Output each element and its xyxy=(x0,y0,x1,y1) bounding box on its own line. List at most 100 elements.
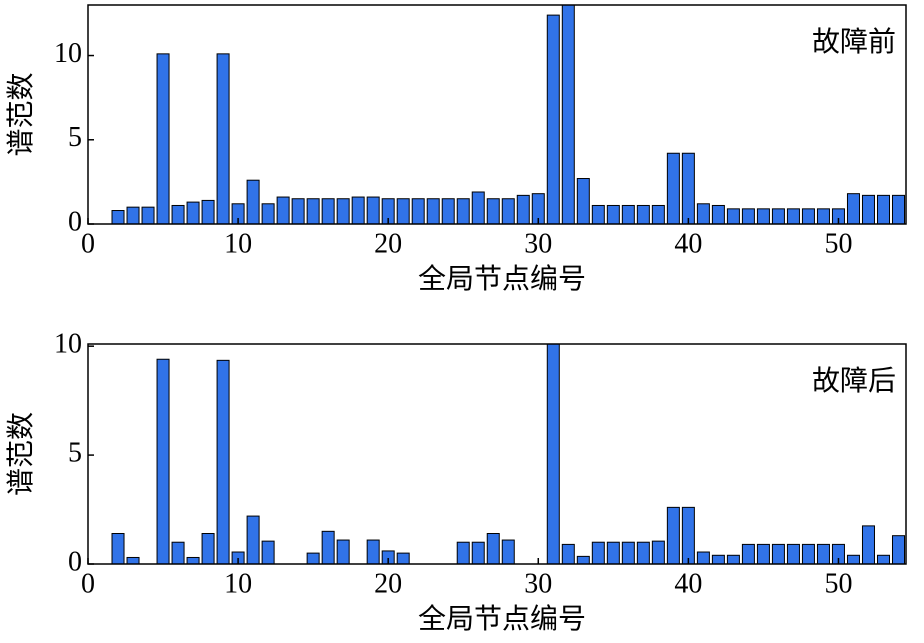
y-axis-label: 谱范数 xyxy=(4,412,37,496)
x-tick-label: 10 xyxy=(224,228,252,259)
bar xyxy=(771,543,785,564)
x-tick-label: 10 xyxy=(224,568,252,599)
bar xyxy=(846,554,860,564)
bar xyxy=(561,5,575,224)
x-tick-label: 40 xyxy=(674,228,702,259)
bar xyxy=(171,541,185,564)
bar xyxy=(126,556,140,564)
bar xyxy=(396,552,410,564)
bar xyxy=(606,541,620,564)
bar xyxy=(531,193,545,224)
bar xyxy=(666,506,680,564)
bar xyxy=(786,208,800,224)
bar xyxy=(201,199,215,224)
bar xyxy=(831,543,845,564)
bar xyxy=(501,539,515,564)
bar xyxy=(711,554,725,564)
bar xyxy=(621,541,635,564)
bar xyxy=(366,196,380,224)
plot-frame xyxy=(87,343,907,565)
bar xyxy=(696,551,710,564)
bar xyxy=(366,539,380,564)
annotation: 故障前 xyxy=(812,25,896,58)
bar xyxy=(456,198,470,224)
y-tick-label: 10 xyxy=(54,38,82,69)
x-tick-label: 20 xyxy=(374,228,402,259)
bar xyxy=(606,204,620,224)
bar xyxy=(381,198,395,224)
x-tick-label: 40 xyxy=(674,568,702,599)
bar xyxy=(291,198,305,224)
bar xyxy=(441,198,455,224)
bar xyxy=(696,203,710,224)
bar xyxy=(246,179,260,224)
x-axis-label: 全局节点编号 xyxy=(418,602,586,635)
x-tick-label: 50 xyxy=(824,568,852,599)
bar xyxy=(786,543,800,564)
bar xyxy=(396,198,410,224)
bar xyxy=(756,543,770,564)
bar xyxy=(546,14,560,224)
y-tick-label: 0 xyxy=(68,206,82,237)
bar xyxy=(681,152,695,224)
x-tick-label: 30 xyxy=(524,228,552,259)
x-axis-label: 全局节点编号 xyxy=(418,262,586,295)
bar xyxy=(351,196,365,224)
bar xyxy=(321,530,335,564)
y-tick-label: 0 xyxy=(68,546,82,577)
bar xyxy=(876,554,890,564)
bar xyxy=(756,208,770,224)
bar xyxy=(486,198,500,224)
bar xyxy=(621,204,635,224)
bar xyxy=(561,543,575,564)
bar xyxy=(861,194,875,224)
plot-bars xyxy=(111,344,905,564)
x-tick-label: 20 xyxy=(374,568,402,599)
bar xyxy=(651,204,665,224)
bar xyxy=(591,541,605,564)
bar xyxy=(456,541,470,564)
bar xyxy=(336,539,350,564)
bar xyxy=(201,533,215,564)
bar xyxy=(426,198,440,224)
bar xyxy=(711,204,725,224)
bar xyxy=(486,533,500,564)
bar xyxy=(801,208,815,224)
x-tick-label: 0 xyxy=(81,228,95,259)
bar xyxy=(111,533,125,564)
bar xyxy=(336,198,350,224)
bar xyxy=(861,525,875,564)
bar xyxy=(816,543,830,564)
bar xyxy=(156,358,170,564)
x-tick-label: 50 xyxy=(824,228,852,259)
plot-bars xyxy=(111,5,905,224)
bar xyxy=(636,541,650,564)
bar xyxy=(321,198,335,224)
bar xyxy=(261,540,275,564)
bar xyxy=(411,198,425,224)
bar xyxy=(216,359,230,564)
bar xyxy=(501,198,515,224)
x-tick-label: 0 xyxy=(81,568,95,599)
bar xyxy=(186,556,200,564)
bar xyxy=(726,208,740,224)
y-tick-label: 5 xyxy=(68,438,82,469)
bar xyxy=(651,540,665,564)
y-axis-label: 谱范数 xyxy=(4,72,37,156)
bar xyxy=(576,555,590,564)
bar xyxy=(741,208,755,224)
bar xyxy=(471,191,485,224)
bar xyxy=(591,204,605,224)
bar xyxy=(636,204,650,224)
bar xyxy=(156,53,170,224)
bar xyxy=(141,206,155,224)
bar xyxy=(891,194,905,224)
x-tick-label: 30 xyxy=(524,568,552,599)
bar xyxy=(171,204,185,224)
bar xyxy=(741,543,755,564)
bar xyxy=(261,203,275,224)
bar xyxy=(681,506,695,564)
annotation: 故障后 xyxy=(812,364,896,397)
y-tick-label: 5 xyxy=(68,122,82,153)
